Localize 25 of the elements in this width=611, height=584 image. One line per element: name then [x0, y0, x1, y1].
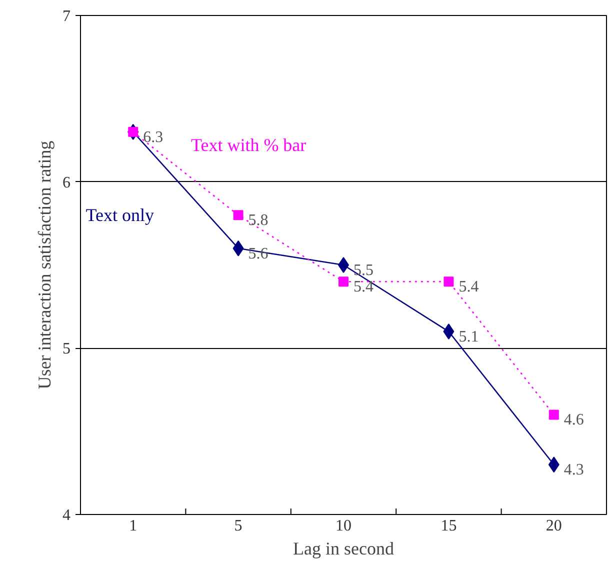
point [338, 276, 348, 287]
data-label: 5.4 [354, 278, 374, 296]
data-label: 5.8 [248, 212, 268, 230]
y-tick-label: 5 [62, 340, 70, 358]
y-tick-label: 7 [62, 8, 70, 25]
x-tick-label: 15 [440, 518, 457, 534]
series-label: Text with % bar [190, 135, 306, 156]
y-axis-title: User interaction satisfaction rating [34, 140, 54, 390]
point [548, 410, 559, 420]
data-label: 6.3 [143, 128, 164, 146]
x-tick-label: 5 [234, 518, 242, 534]
point [233, 210, 244, 220]
data-label: 4.6 [564, 412, 584, 429]
x-axis-title: Lag in second [293, 538, 394, 558]
x-tick-label: 10 [336, 518, 352, 534]
data-label: 5.1 [458, 328, 479, 346]
point [444, 276, 454, 287]
data-label: 4.3 [564, 462, 584, 479]
x-tick-label: 20 [546, 518, 562, 534]
y-tick-label: 6 [62, 174, 70, 192]
x-tick-label: 1 [129, 518, 138, 534]
y-tick-label: 4 [62, 507, 70, 524]
data-label: 5.4 [458, 278, 479, 296]
data-label: 5.5 [354, 262, 374, 279]
series-label: Text only [86, 205, 154, 226]
